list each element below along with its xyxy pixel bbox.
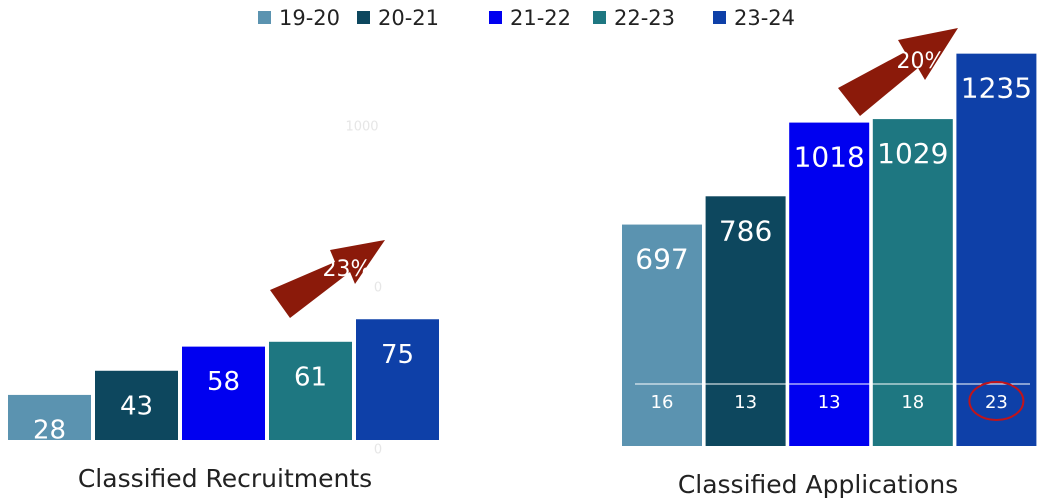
background-label: 0: [374, 443, 382, 458]
chart-title: Classified Applications: [678, 470, 958, 499]
secondary-label: 13: [818, 392, 841, 413]
bar: [356, 319, 439, 440]
legend-swatch: [258, 11, 271, 24]
bar: [622, 224, 702, 446]
value-label: 786: [719, 214, 772, 247]
trend-arrow: [838, 28, 958, 116]
bar: [269, 341, 352, 440]
legend-label: 19-20: [279, 6, 340, 30]
value-label: 43: [120, 391, 153, 421]
value-label: 75: [381, 340, 414, 370]
legend-swatch: [593, 11, 606, 24]
bar: [95, 370, 178, 440]
value-label: 1018: [794, 141, 865, 174]
legend-swatch: [489, 11, 502, 24]
bar: [182, 346, 265, 440]
background-label: 0: [374, 281, 382, 296]
legend-label: 23-24: [734, 6, 795, 30]
value-label: 58: [207, 367, 240, 397]
secondary-label: 16: [651, 392, 674, 413]
arrow-label: 20%: [897, 49, 946, 74]
legend-label: 21-22: [510, 6, 571, 30]
legend-label: 20-21: [378, 6, 439, 30]
bar: [705, 196, 786, 446]
bar: [8, 394, 91, 440]
bar: [789, 122, 870, 446]
highlight-circle: [968, 381, 1025, 421]
value-label: 1235: [961, 72, 1032, 105]
chart-title: Classified Recruitments: [78, 464, 372, 493]
legend-label: 22-23: [614, 6, 675, 30]
value-label: 697: [635, 243, 688, 276]
value-label: 61: [294, 362, 327, 392]
bar: [872, 119, 953, 447]
legend-swatch: [713, 11, 726, 24]
background-label: 1000: [345, 120, 378, 135]
trend-arrow: [270, 240, 385, 318]
legend-swatch: [357, 11, 370, 24]
secondary-label: 13: [734, 392, 757, 413]
value-label: 1029: [877, 137, 948, 170]
bar: [956, 53, 1037, 447]
secondary-label: 18: [901, 392, 924, 413]
arrow-label: 23%: [323, 257, 372, 282]
secondary-label: 23: [985, 392, 1008, 413]
value-label: 28: [33, 415, 66, 445]
